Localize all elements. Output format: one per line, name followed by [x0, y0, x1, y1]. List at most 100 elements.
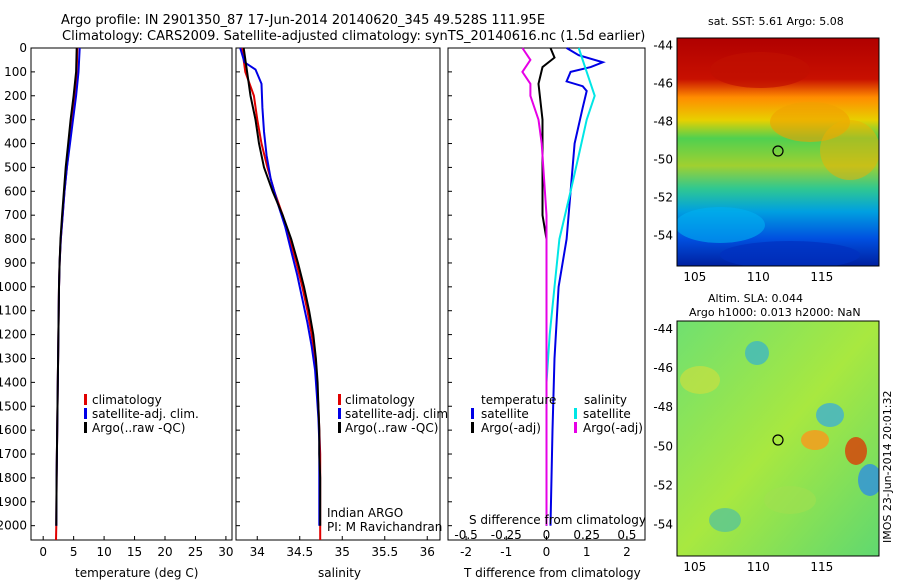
diff-legend-label-t-argo: Argo(-adj)	[481, 421, 541, 435]
title-line-2: Climatology: CARS2009. Satellite-adjuste…	[62, 29, 646, 44]
sst-ticks-ylabel-3: -50	[653, 153, 673, 167]
sst-map-title: sat. SST: 5.61 Argo: 5.08	[708, 15, 844, 28]
sst-ticks-xlabel-0: 105	[683, 270, 706, 284]
sla-low-2	[816, 403, 844, 427]
depth-tick-label-15: 1500	[0, 399, 27, 413]
legend-swatch-argo	[84, 422, 87, 433]
diff-legend-swatch-t-satellite	[471, 408, 474, 419]
sla-map-title-1: Altim. SLA: 0.044	[708, 292, 803, 305]
difference-xlabel-top: S difference from climatology	[469, 513, 646, 527]
sla-ticks-ylabel-5: -54	[653, 518, 673, 532]
x-tick-label-2-0: -2	[460, 545, 472, 559]
salinity-legend: climatology satellite-adj. clim. Argo(..…	[338, 393, 452, 435]
sla-map-frame	[676, 320, 880, 557]
difference-legend: temperature salinity satellite Argo(-adj…	[471, 393, 643, 435]
depth-tick-label-20: 2000	[0, 519, 27, 533]
diff-legend-swatch-s-argo	[574, 422, 577, 433]
legend-label-satellite: satellite-adj. clim.	[92, 407, 199, 421]
sst-ticks-ylabel-0: -44	[653, 39, 673, 53]
depth-tick-label-18: 1800	[0, 471, 27, 485]
x-tick-label-1-4: 36	[420, 545, 435, 559]
sla-axis-ticks: 105 110 115 -44 -46 -48 -50 -52 -54	[653, 322, 833, 574]
sal-legend-label-satellite: satellite-adj. clim.	[345, 407, 452, 421]
depth-tick-label-19: 1900	[0, 495, 27, 509]
series-line-1-2	[242, 47, 322, 526]
difference-depth-ticks	[448, 47, 452, 527]
annotation-program: Indian ARGO	[327, 506, 403, 520]
diff-legend-label-s-satellite: satellite	[583, 407, 631, 421]
series-line-2-3	[521, 47, 548, 526]
diff-legend-label-s-argo: Argo(-adj)	[583, 421, 643, 435]
depth-tick-label-11: 1100	[0, 304, 27, 318]
sst-ticks-xlabel-2: 115	[810, 270, 833, 284]
depth-tick-label-2: 200	[4, 89, 27, 103]
sst-cold-band	[720, 241, 860, 266]
sst-cool-patch	[677, 207, 765, 243]
x-tick-label-0-4: 20	[157, 545, 172, 559]
annotation-pi: PI: M Ravichandran	[327, 520, 442, 534]
depth-tick-label-0: 0	[19, 41, 27, 55]
legend-swatch-climatology	[84, 394, 87, 405]
depth-axis: 0 100 200 300 400 500 600 700 800 900 1000 1100 1200…	[0, 41, 35, 533]
x-top-tick-label-1: -0.25	[491, 528, 522, 542]
depth-tick-label-10: 1000	[0, 280, 27, 294]
x-tick-label-0-0: 0	[39, 545, 47, 559]
sal-legend-swatch-climatology	[338, 394, 341, 405]
salinity-depth-ticks	[236, 47, 240, 527]
sla-high-3	[845, 437, 867, 465]
diff-legend-label-t-satellite: satellite	[481, 407, 529, 421]
legend-swatch-satellite	[84, 408, 87, 419]
depth-tick-label-12: 1200	[0, 328, 27, 342]
difference-x-axis: -2 -1 0 1 2 -0.5 -0.25 0 0.25 0.5	[454, 528, 636, 559]
x-tick-label-2-1: -1	[500, 545, 512, 559]
salinity-panel: 34 34.5 35 35.5 36 salinity climatology sate…	[235, 47, 452, 580]
x-tick-label-0-2: 10	[96, 545, 111, 559]
salinity-axes-frame	[235, 47, 441, 541]
depth-tick-label-16: 1600	[0, 423, 27, 437]
sla-high-4	[764, 486, 816, 514]
sla-ticks-xlabel-0: 105	[683, 560, 706, 574]
diff-legend-swatch-s-satellite	[574, 408, 577, 419]
sst-ticks-ylabel-5: -54	[653, 229, 673, 243]
difference-xlabel: T difference from climatology	[463, 566, 641, 580]
series-line-2-0	[549, 47, 606, 526]
sla-ticks-ylabel-1: -46	[653, 361, 673, 375]
series-line-0-2	[55, 47, 78, 526]
sla-map-panel: Altim. SLA: 0.044 Argo h1000: 0.013 h200…	[653, 292, 894, 574]
sst-ticks-xlabel-1: 110	[747, 270, 770, 284]
depth-tick-label-6: 600	[4, 184, 27, 198]
salinity-xlabel: salinity	[318, 566, 361, 580]
temperature-x-axis: 0 5 10 15 20 25 30	[39, 536, 234, 559]
x-tick-label-0-1: 5	[70, 545, 78, 559]
sla-low-4	[709, 508, 741, 532]
sla-argo-marker	[772, 434, 784, 446]
sla-map-title-2: Argo h1000: 0.013 h2000: NaN	[689, 306, 861, 319]
diff-legend-header-salinity: salinity	[584, 393, 627, 407]
sst-ticks-ylabel-4: -52	[653, 191, 673, 205]
sal-legend-label-climatology: climatology	[345, 393, 415, 407]
sla-ticks-ylabel-0: -44	[653, 322, 673, 336]
sla-field	[677, 321, 879, 556]
sla-low-1	[745, 341, 769, 365]
x-top-tick-label-2: 0	[543, 528, 551, 542]
temperature-legend: climatology satellite-adj. clim. Argo(..…	[84, 393, 199, 435]
temperature-axes-frame	[30, 47, 233, 541]
depth-tick-label-13: 1300	[0, 351, 27, 365]
legend-label-climatology: climatology	[92, 393, 162, 407]
x-tick-label-1-3: 35.5	[371, 545, 398, 559]
sst-ticks-ylabel-2: -48	[653, 115, 673, 129]
depth-tick-label-9: 900	[4, 256, 27, 270]
depth-tick-label-5: 500	[4, 160, 27, 174]
x-tick-label-1-0: 34	[250, 545, 265, 559]
sla-high-1	[680, 366, 720, 394]
depth-tick-label-4: 400	[4, 137, 27, 151]
depth-tick-label-7: 700	[4, 208, 27, 222]
x-tick-label-2-3: 1	[583, 545, 591, 559]
x-tick-label-0-3: 15	[127, 545, 142, 559]
temperature-series	[55, 47, 81, 541]
sla-ticks-ylabel-3: -50	[653, 439, 673, 453]
sla-ticks-ylabel-4: -52	[653, 479, 673, 493]
depth-tick-label-17: 1700	[0, 447, 27, 461]
x-tick-label-1-2: 35	[335, 545, 350, 559]
